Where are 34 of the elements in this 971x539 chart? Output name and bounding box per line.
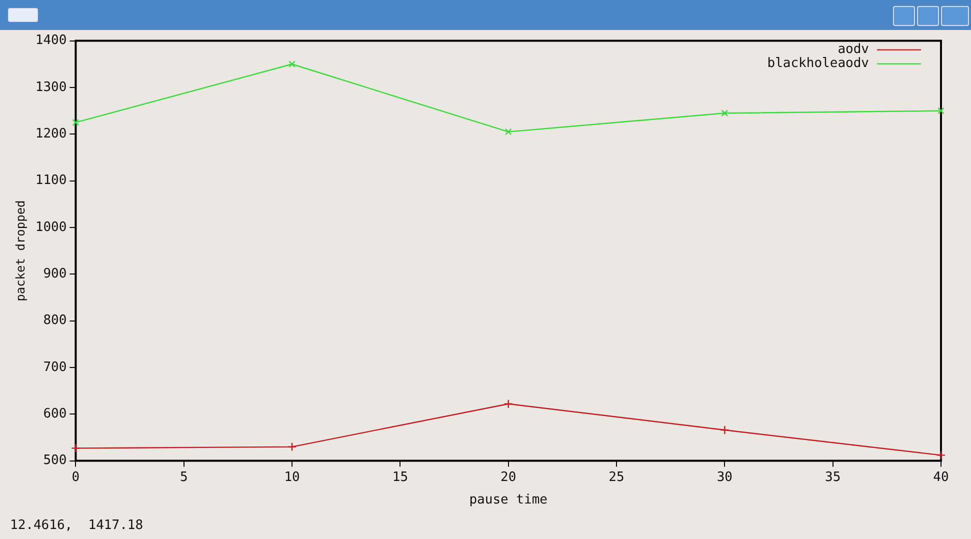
- y-tick-label: 1300: [35, 80, 67, 95]
- point: [504, 399, 513, 408]
- x-tick-label: 30: [716, 470, 733, 485]
- point: [504, 128, 512, 136]
- legend-label: blackholeaodv: [767, 56, 870, 72]
- x-tick-label: 20: [500, 470, 516, 485]
- point: [938, 107, 944, 114]
- y-tick-label: 700: [43, 360, 67, 375]
- legend-label: aodv: [838, 42, 870, 58]
- point: [936, 450, 946, 460]
- y-tick-label: 1100: [35, 173, 67, 188]
- point: [72, 119, 80, 126]
- point: [720, 425, 730, 435]
- y-tick-label: 1400: [35, 33, 67, 48]
- y-tick-label: 600: [43, 406, 67, 422]
- y-tick-label: 900: [43, 266, 67, 282]
- x-tick-label: 15: [392, 470, 408, 485]
- y-tick-label: 1000: [35, 220, 67, 235]
- y-tick-label: 500: [43, 453, 67, 468]
- x-tick-label: 5: [180, 470, 188, 485]
- point: [721, 110, 728, 117]
- x-tick-label: 35: [825, 470, 841, 485]
- x-tick-label: 0: [72, 470, 80, 485]
- text: 12.4616, 1417.18: [10, 518, 144, 533]
- point: [71, 444, 80, 453]
- x-tick-label: 10: [284, 470, 300, 485]
- y-tick-label: 800: [43, 313, 67, 328]
- x-tick-label: 40: [933, 470, 949, 485]
- y-tick-label: 1200: [35, 126, 67, 142]
- y-axis-title: packet dropped: [13, 200, 28, 302]
- point: [287, 442, 297, 452]
- x-axis-title: pause time: [469, 492, 548, 508]
- x-tick-label: 25: [608, 470, 624, 485]
- point: [288, 60, 296, 68]
